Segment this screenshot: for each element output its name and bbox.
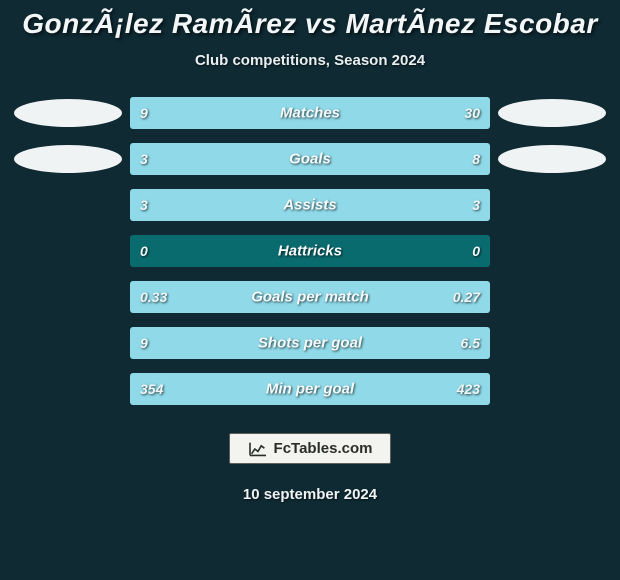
stat-bar-fill-left [130,189,310,221]
stat-bar-fill-left [130,373,296,405]
stats-rows: 930Matches 38Goals 33Assists 00Hattricks 0.3… [0,97,620,405]
stat-bar: 38Goals [130,143,490,175]
stat-bar-bg [130,235,490,267]
player-avatar-left [14,145,122,173]
player-avatar-right [498,99,606,127]
stat-bar-fill-right [328,281,490,313]
stat-row: 00Hattricks [6,235,614,267]
stat-bar: 00Hattricks [130,235,490,267]
avatar-slot-left [6,145,130,173]
chart-icon [248,441,268,457]
page-title: GonzÃ¡lez RamÃ­rez vs MartÃ­nez Escobar [22,8,598,40]
stat-bar-fill-left [130,281,328,313]
subtitle: Club competitions, Season 2024 [195,52,425,69]
watermark-badge: FcTables.com [229,433,392,464]
stat-bar-fill-right [310,189,490,221]
date-text: 10 september 2024 [243,486,377,503]
comparison-card: GonzÃ¡lez RamÃ­rez vs MartÃ­nez Escobar … [0,0,620,580]
avatar-slot-right [490,99,614,127]
stat-row: 96.5Shots per goal [6,327,614,359]
stat-bar-fill-left [130,327,339,359]
stat-bar-fill-right [227,143,490,175]
watermark-text: FcTables.com [274,440,373,457]
stat-bar-fill-right [339,327,490,359]
stat-row: 930Matches [6,97,614,129]
stat-bar-fill-left [130,97,213,129]
stat-bar: 96.5Shots per goal [130,327,490,359]
stat-bar: 354423Min per goal [130,373,490,405]
stat-bar: 930Matches [130,97,490,129]
stat-bar: 0.330.27Goals per match [130,281,490,313]
stat-row: 354423Min per goal [6,373,614,405]
avatar-slot-right [490,145,614,173]
stat-row: 38Goals [6,143,614,175]
avatar-slot-left [6,99,130,127]
stat-bar-fill-right [296,373,490,405]
stat-row: 0.330.27Goals per match [6,281,614,313]
stat-row: 33Assists [6,189,614,221]
player-avatar-right [498,145,606,173]
stat-bar-fill-right [213,97,490,129]
stat-bar-fill-left [130,143,227,175]
stat-bar: 33Assists [130,189,490,221]
player-avatar-left [14,99,122,127]
